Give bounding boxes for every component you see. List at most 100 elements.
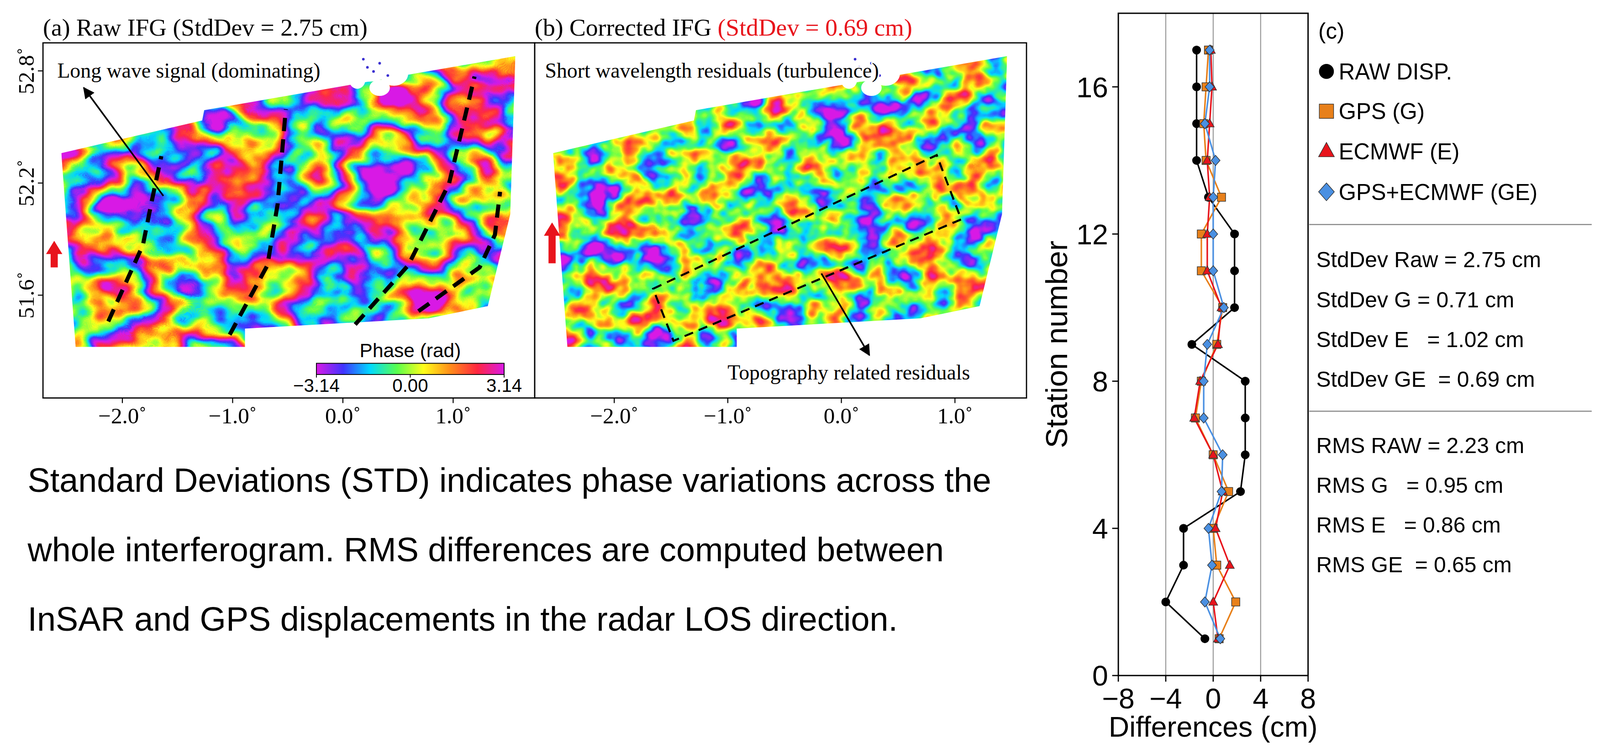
title-note: (StdDev = 0.69 cm) — [717, 13, 913, 42]
map-frame — [534, 42, 1027, 399]
series-line — [1195, 50, 1236, 639]
y-tick — [1112, 233, 1119, 235]
marker-diamond — [1199, 412, 1209, 423]
title-text: (a) Raw IFG (StdDev = 2.75 cm) — [42, 13, 368, 42]
decorrelated-speck — [372, 69, 375, 73]
marker-circle — [1192, 46, 1201, 55]
map-background — [534, 42, 1027, 399]
x-tick-label: 1.0˚ — [936, 403, 973, 429]
marker-circle — [1192, 82, 1201, 91]
marker-circle — [1187, 340, 1196, 349]
colorbar-tick-label: −3.14 — [293, 375, 340, 396]
series-line — [1165, 50, 1246, 639]
colorbar-label: Phase (rad) — [359, 339, 462, 362]
marker-square — [1217, 193, 1226, 202]
annotation-arrow — [821, 273, 870, 356]
marker-circle — [1161, 597, 1170, 606]
marker-circle — [1179, 561, 1188, 570]
x-tick — [1165, 675, 1167, 682]
x-tick — [121, 397, 123, 403]
marker-diamond — [1318, 183, 1335, 201]
x-tick — [1212, 675, 1215, 682]
statistic-label: StdDev GE = 0.69 cm — [1316, 367, 1536, 392]
flight-direction-arrow — [46, 240, 63, 268]
x-tick-label: 8 — [1300, 682, 1316, 715]
legend: RAW DISP. GPS (G) ECMWF (E) GPS+ECMWF (GE) — [1318, 59, 1538, 205]
topography-box — [652, 155, 962, 342]
interferogram-phase — [42, 42, 535, 399]
colorbar — [316, 363, 505, 375]
figure: −2.0˚−1.0˚0.0˚1.0˚51.6˚52.2˚52.8˚(a) Raw… — [0, 0, 1600, 749]
wave-front-line — [355, 76, 475, 325]
x-tick — [840, 397, 842, 403]
x-tick-label: −2.0˚ — [589, 403, 639, 429]
map-background — [42, 42, 535, 399]
colorbar-tick-label: 0.00 — [392, 375, 428, 396]
x-axis-title: Differences (cm) — [1108, 710, 1318, 743]
x-tick-label: −1.0˚ — [703, 403, 753, 429]
marker-circle — [1200, 634, 1210, 643]
marker-diamond — [1202, 339, 1212, 350]
caption-text: Standard Deviations (STD) indicates phas… — [27, 461, 992, 638]
caption: Standard Deviations (STD) indicates phas… — [27, 461, 992, 638]
caption-line: Standard Deviations (STD) indicates phas… — [27, 461, 992, 500]
panel-title: (a) Raw IFG (StdDev = 2.75 cm) — [42, 13, 368, 42]
wave-front-line — [108, 156, 162, 322]
statistic-label: StdDev Raw = 2.75 cm — [1316, 247, 1542, 272]
legend-label: RAW DISP. — [1338, 59, 1453, 85]
marker-square — [1319, 104, 1334, 119]
legend-label: ECMWF (E) — [1338, 139, 1460, 164]
flight-direction-arrow — [543, 222, 561, 264]
marker-diamond — [1216, 486, 1227, 497]
annotation: Long wave signal (dominating) — [57, 58, 321, 83]
marker-triangle — [1225, 560, 1235, 569]
statistic-label: RMS RAW = 2.23 cm — [1316, 433, 1525, 458]
marker-diamond — [1218, 449, 1228, 460]
x-tick — [1307, 675, 1309, 682]
x-tick-label: 1.0˚ — [435, 403, 471, 429]
marker-diamond — [1210, 155, 1221, 166]
x-tick-label: 4 — [1252, 682, 1269, 715]
x-tick — [613, 397, 615, 403]
y-tick — [1112, 674, 1119, 677]
x-tick-label: −4 — [1149, 682, 1182, 715]
interferogram-phase — [534, 42, 1027, 399]
statistic-label: RMS GE = 0.65 cm — [1316, 552, 1512, 577]
annotation: Topography related residuals — [727, 360, 970, 385]
y-tick-label: 52.2˚ — [13, 159, 39, 207]
marker-triangle — [1318, 142, 1335, 157]
marker-triangle — [1213, 339, 1223, 348]
grid-line — [1260, 13, 1262, 676]
separator — [1309, 223, 1592, 225]
x-tick-label: −2.0˚ — [98, 403, 147, 429]
x-tick — [342, 397, 344, 403]
x-tick — [231, 397, 233, 403]
y-tick-label: 52.8˚ — [13, 47, 39, 95]
map-panel: −2.0˚ −1.0˚ 0.0˚ 1.0˚ (b) Corrected IFG(StdD… — [534, 13, 1027, 429]
x-tick — [1259, 675, 1262, 682]
y-axis-title: Station number — [1039, 240, 1074, 448]
map-frame — [42, 42, 535, 399]
title-text: (b) Corrected IFG — [534, 13, 712, 42]
marker-diamond — [1208, 228, 1218, 239]
legend-label: GPS (G) — [1338, 99, 1425, 124]
marker-triangle — [1208, 596, 1218, 606]
x-tick — [1117, 675, 1120, 682]
marker-circle — [1241, 377, 1250, 386]
marker-triangle — [1189, 412, 1200, 422]
legend-label: GPS+ECMWF (GE) — [1338, 179, 1538, 205]
y-tick-label: 16 — [1076, 71, 1109, 104]
marker-diamond — [1200, 596, 1210, 607]
marker-square — [1231, 597, 1240, 606]
marker-circle — [1241, 413, 1250, 422]
marker-circle — [1241, 450, 1250, 459]
marker-triangle — [1208, 449, 1218, 458]
grid-line — [1165, 13, 1167, 676]
y-tick-label: 8 — [1092, 365, 1109, 398]
statistic-label: RMS E = 0.86 cm — [1316, 512, 1501, 537]
marker-diamond — [1205, 81, 1215, 92]
marker-circle — [1192, 156, 1201, 165]
x-tick-label: 0.0˚ — [823, 403, 860, 429]
statistic-label: StdDev E = 1.02 cm — [1316, 327, 1525, 352]
chart-panel: −8−40480481216Differences (cm)Station nu… — [1039, 13, 1592, 743]
